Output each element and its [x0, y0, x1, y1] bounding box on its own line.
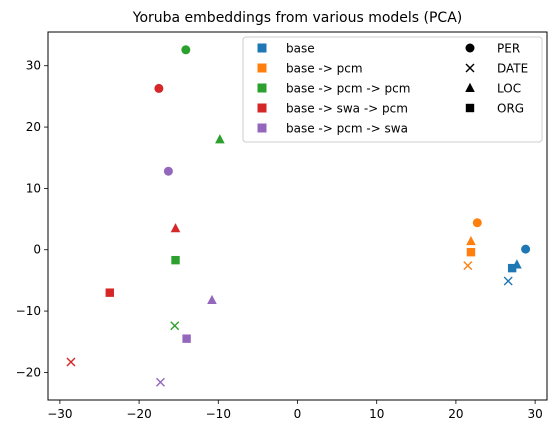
legend-swatch [257, 43, 267, 53]
data-point [66, 357, 76, 367]
x-tick-label: 10 [369, 407, 384, 421]
legend-entry: base -> pcm -> pcm [286, 82, 410, 96]
x-tick-label: −30 [47, 407, 72, 421]
legend-entry: base -> pcm [286, 62, 363, 76]
data-point [463, 261, 473, 271]
data-point [170, 223, 181, 233]
data-point [472, 218, 482, 228]
data-point [105, 288, 114, 297]
data-point [466, 247, 476, 257]
x-tick-label: −20 [126, 407, 151, 421]
legend-entry: DATE [497, 62, 528, 76]
data-point [521, 244, 531, 254]
y-tick-label: 0 [33, 243, 41, 257]
data-point [182, 334, 191, 343]
data-point [163, 166, 173, 176]
data-point [155, 377, 165, 387]
x-tick-label: 20 [448, 407, 463, 421]
y-tick-label: 30 [26, 59, 41, 73]
legend-swatch [257, 83, 267, 93]
axis-ticks: −30 −20 −10 0 10 20 30 −20 −10 0 10 20 30 [16, 59, 543, 421]
data-point [215, 134, 225, 144]
y-tick-label: 10 [26, 181, 41, 195]
legend: base base -> pcm base -> pcm -> pcm base ->… [242, 36, 543, 143]
chart-title: Yoruba embeddings from various models (P… [132, 10, 463, 26]
legend-marker-triangle-icon [465, 82, 475, 92]
legend-entry: ORG [497, 102, 524, 116]
data-point [181, 45, 191, 55]
x-tick-label: 0 [294, 407, 302, 421]
legend-marker-circle-icon [465, 43, 475, 53]
x-tick-label: 30 [527, 407, 542, 421]
legend-entry: base -> pcm -> swa [286, 122, 408, 136]
data-point [171, 255, 180, 265]
legend-swatch [257, 123, 267, 133]
data-points [66, 45, 531, 387]
legend-swatch [257, 103, 267, 113]
legend-entry: base [286, 42, 315, 56]
y-tick-label: −10 [16, 304, 41, 318]
legend-box [242, 36, 543, 143]
legend-swatch [257, 63, 267, 73]
x-tick-label: −10 [206, 407, 231, 421]
data-point [507, 263, 517, 273]
legend-entry: PER [497, 42, 520, 56]
data-point [466, 235, 476, 246]
legend-entry: LOC [497, 82, 521, 96]
legend-entry: base -> swa -> pcm [286, 102, 408, 116]
y-tick-label: 20 [26, 120, 41, 134]
data-point [207, 294, 217, 305]
legend-marker-x-icon [465, 63, 475, 73]
data-point [503, 276, 513, 286]
data-point [170, 321, 180, 331]
y-tick-label: −20 [16, 365, 41, 379]
legend-marker-square-icon [465, 103, 475, 113]
data-point [154, 83, 164, 93]
